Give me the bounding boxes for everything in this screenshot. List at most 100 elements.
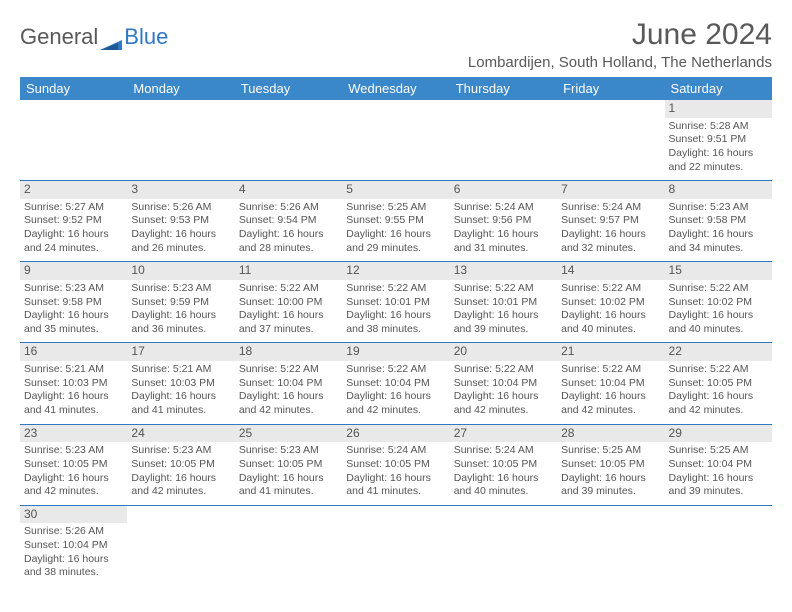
daylight-text: and 42 minutes. [346,404,445,418]
header: General Blue June 2024 Lombardijen, Sout… [20,18,772,71]
sunset-text: Sunset: 10:04 PM [24,539,123,553]
daylight-text: Daylight: 16 hours [454,390,553,404]
daylight-text: and 34 minutes. [669,242,768,256]
sunset-text: Sunset: 10:05 PM [24,458,123,472]
calendar-cell: 16Sunrise: 5:21 AMSunset: 10:03 PMDaylig… [20,343,127,424]
day-number: 20 [450,343,557,361]
daylight-text: and 41 minutes. [239,485,338,499]
daylight-text: and 42 minutes. [561,404,660,418]
calendar-cell: 20 Sunrise: 5:22 AMSunset: 10:04 PMDaylig… [450,343,557,424]
calendar-cell: 23Sunrise: 5:23 AMSunset: 10:05 PMDaylig… [20,424,127,505]
day-number: 4 [235,181,342,199]
sunrise-text: Sunrise: 5:22 AM [346,282,445,296]
calendar-cell: 27Sunrise: 5:24 AMSunset: 10:05 PMDaylig… [450,424,557,505]
daylight-text: Daylight: 16 hours [561,228,660,242]
daylight-text: Daylight: 16 hours [346,228,445,242]
day-number: 5 [342,181,449,199]
brand-part1: General [20,24,98,50]
sunset-text: Sunset: 10:03 PM [24,377,123,391]
sunset-text: Sunset: 9:55 PM [346,214,445,228]
day-header: Friday [557,77,664,100]
daylight-text: Daylight: 16 hours [24,553,123,567]
sunrise-text: Sunrise: 5:26 AM [239,201,338,215]
calendar-cell: 4Sunrise: 5:26 AMSunset: 9:54 PMDaylight… [235,181,342,262]
calendar-cell: 30Sunrise: 5:26 AMSunset: 10:04 PMDaylig… [20,505,127,586]
sunset-text: Sunset: 9:58 PM [669,214,768,228]
sunrise-text: Sunrise: 5:25 AM [561,444,660,458]
sunrise-text: Sunrise: 5:24 AM [346,444,445,458]
wedge-icon [100,30,122,44]
calendar-cell: 18Sunrise: 5:22 AMSunset: 10:04 PMDaylig… [235,343,342,424]
calendar-cell: 9Sunrise: 5:23 AMSunset: 9:58 PMDaylight… [20,262,127,343]
sunrise-text: Sunrise: 5:23 AM [24,444,123,458]
daylight-text: Daylight: 16 hours [131,309,230,323]
sunrise-text: Sunrise: 5:22 AM [454,363,553,377]
daylight-text: Daylight: 16 hours [669,309,768,323]
day-number: 7 [557,181,664,199]
calendar-week: 2Sunrise: 5:27 AMSunset: 9:52 PMDaylight… [20,181,772,262]
calendar-cell: 7Sunrise: 5:24 AMSunset: 9:57 PMDaylight… [557,181,664,262]
sunrise-text: Sunrise: 5:24 AM [561,201,660,215]
daylight-text: and 39 minutes. [561,485,660,499]
daylight-text: and 22 minutes. [669,161,768,175]
daylight-text: and 39 minutes. [454,323,553,337]
daylight-text: and 42 minutes. [131,485,230,499]
day-header: Saturday [665,77,772,100]
sunrise-text: Sunrise: 5:24 AM [454,444,553,458]
daylight-text: and 39 minutes. [669,485,768,499]
calendar-cell: 10Sunrise: 5:23 AMSunset: 9:59 PMDayligh… [127,262,234,343]
daylight-text: Daylight: 16 hours [24,309,123,323]
daylight-text: Daylight: 16 hours [346,390,445,404]
daylight-text: and 41 minutes. [346,485,445,499]
sunset-text: Sunset: 9:58 PM [24,296,123,310]
day-number: 11 [235,262,342,280]
sunset-text: Sunset: 10:02 PM [561,296,660,310]
daylight-text: and 24 minutes. [24,242,123,256]
calendar-week: 30Sunrise: 5:26 AMSunset: 10:04 PMDaylig… [20,505,772,586]
day-number: 9 [20,262,127,280]
sunrise-text: Sunrise: 5:21 AM [131,363,230,377]
sunrise-text: Sunrise: 5:25 AM [346,201,445,215]
calendar-cell [127,100,234,181]
sunrise-text: Sunrise: 5:22 AM [561,363,660,377]
sunset-text: Sunset: 10:05 PM [346,458,445,472]
daylight-text: Daylight: 16 hours [454,472,553,486]
day-number: 25 [235,425,342,443]
day-number: 15 [665,262,772,280]
daylight-text: Daylight: 16 hours [346,309,445,323]
sunset-text: Sunset: 10:04 PM [669,458,768,472]
title-block: June 2024 Lombardijen, South Holland, Th… [468,18,772,71]
sunrise-text: Sunrise: 5:27 AM [24,201,123,215]
calendar-week: 23Sunrise: 5:23 AMSunset: 10:05 PMDaylig… [20,424,772,505]
sunset-text: Sunset: 10:05 PM [669,377,768,391]
daylight-text: Daylight: 16 hours [239,472,338,486]
sunset-text: Sunset: 10:04 PM [454,377,553,391]
day-number: 22 [665,343,772,361]
day-number: 13 [450,262,557,280]
sunrise-text: Sunrise: 5:22 AM [669,282,768,296]
calendar-table: Sunday Monday Tuesday Wednesday Thursday… [20,77,772,586]
sunrise-text: Sunrise: 5:23 AM [669,201,768,215]
day-header-row: Sunday Monday Tuesday Wednesday Thursday… [20,77,772,100]
sunset-text: Sunset: 10:05 PM [131,458,230,472]
sunrise-text: Sunrise: 5:22 AM [239,282,338,296]
daylight-text: Daylight: 16 hours [131,228,230,242]
calendar-cell: 14Sunrise: 5:22 AMSunset: 10:02 PMDaylig… [557,262,664,343]
calendar-cell: 6Sunrise: 5:24 AMSunset: 9:56 PMDaylight… [450,181,557,262]
day-number: 18 [235,343,342,361]
sunset-text: Sunset: 10:04 PM [561,377,660,391]
daylight-text: Daylight: 16 hours [131,390,230,404]
daylight-text: and 32 minutes. [561,242,660,256]
sunset-text: Sunset: 10:03 PM [131,377,230,391]
calendar-cell [450,100,557,181]
day-number: 26 [342,425,449,443]
daylight-text: Daylight: 16 hours [24,472,123,486]
daylight-text: and 29 minutes. [346,242,445,256]
day-number: 16 [20,343,127,361]
sunrise-text: Sunrise: 5:28 AM [669,120,768,134]
daylight-text: Daylight: 16 hours [239,309,338,323]
calendar-cell: 1Sunrise: 5:28 AMSunset: 9:51 PMDaylight… [665,100,772,181]
daylight-text: Daylight: 16 hours [669,390,768,404]
calendar-cell: 22Sunrise: 5:22 AMSunset: 10:05 PMDaylig… [665,343,772,424]
day-number: 29 [665,425,772,443]
